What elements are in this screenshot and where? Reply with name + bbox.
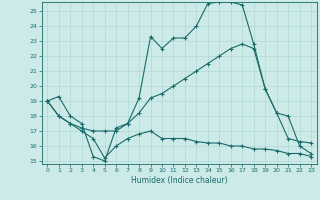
X-axis label: Humidex (Indice chaleur): Humidex (Indice chaleur) (131, 176, 228, 185)
